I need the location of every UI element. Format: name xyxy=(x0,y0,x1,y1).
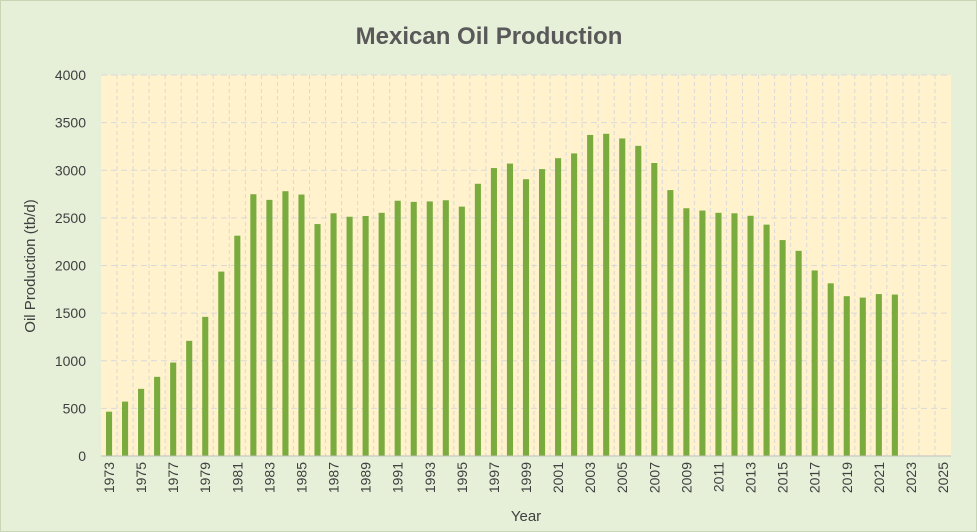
bar xyxy=(699,210,706,456)
x-tick-label: 1995 xyxy=(454,462,470,493)
x-tick-label: 2013 xyxy=(743,462,759,493)
bar xyxy=(763,224,770,456)
x-axis-tick-labels: 1973 1975 1977 1979 1981 1983 1985 1987 1989 1991… xyxy=(101,462,951,493)
x-tick-label: 2005 xyxy=(614,462,630,493)
x-tick-label: 1973 xyxy=(101,462,117,493)
bar xyxy=(651,163,658,457)
bar xyxy=(603,133,610,456)
bar xyxy=(506,163,514,456)
bar xyxy=(346,216,353,456)
x-tick-label: 1993 xyxy=(422,462,438,493)
x-tick-label: 2001 xyxy=(550,462,566,493)
x-tick-label: 1979 xyxy=(197,462,213,493)
bar xyxy=(186,340,193,456)
bar xyxy=(555,158,562,456)
y-tick-label: 4000 xyxy=(55,67,86,83)
y-tick-label: 1500 xyxy=(55,305,86,321)
bar xyxy=(731,213,738,456)
x-tick-label: 2021 xyxy=(871,462,887,493)
bar xyxy=(250,194,257,457)
bar xyxy=(394,200,401,456)
bar xyxy=(282,191,289,456)
x-tick-label: 1987 xyxy=(326,462,342,493)
bar-series xyxy=(105,133,898,457)
bar xyxy=(298,194,305,456)
x-tick-label: 1981 xyxy=(229,462,245,493)
y-tick-label: 500 xyxy=(63,400,87,416)
x-tick-label: 2015 xyxy=(775,462,791,493)
bar xyxy=(587,134,594,457)
y-tick-label: 0 xyxy=(78,448,86,464)
bar xyxy=(266,199,273,457)
y-tick-label: 2500 xyxy=(55,210,86,226)
bar xyxy=(747,215,754,456)
bar xyxy=(875,294,882,456)
y-tick-label: 1000 xyxy=(55,353,86,369)
bar xyxy=(202,316,209,456)
bar xyxy=(522,179,530,457)
bar xyxy=(426,201,433,456)
x-axis-label: Year xyxy=(511,508,541,525)
bar xyxy=(811,270,818,456)
bar xyxy=(795,250,802,456)
bar xyxy=(362,215,369,456)
bar xyxy=(715,212,722,456)
bar xyxy=(105,411,113,456)
x-tick-label: 2009 xyxy=(678,462,694,493)
bar xyxy=(667,190,674,456)
bar xyxy=(218,271,225,456)
bar xyxy=(122,401,129,456)
x-tick-label: 2023 xyxy=(903,462,919,493)
bar xyxy=(474,183,481,456)
bar xyxy=(170,362,177,456)
bar xyxy=(779,240,786,456)
bar xyxy=(619,138,626,456)
bar xyxy=(827,283,834,456)
bar xyxy=(154,376,161,456)
y-tick-label: 3500 xyxy=(55,115,86,131)
bar xyxy=(635,145,642,456)
x-tick-label: 1983 xyxy=(261,462,277,493)
bar xyxy=(859,297,866,456)
bar xyxy=(458,206,465,456)
x-tick-label: 2011 xyxy=(710,462,726,492)
bar xyxy=(683,208,690,456)
x-tick-label: 1975 xyxy=(133,462,149,493)
bar xyxy=(330,213,337,456)
x-tick-label: 2007 xyxy=(646,462,662,493)
bar xyxy=(410,201,417,456)
bar xyxy=(138,388,145,456)
x-tick-label: 1997 xyxy=(486,462,502,493)
bar xyxy=(490,168,497,456)
y-tick-label: 2000 xyxy=(55,258,86,274)
bar xyxy=(442,200,449,456)
x-tick-label: 2019 xyxy=(839,462,855,493)
x-tick-label: 1991 xyxy=(390,462,406,493)
x-tick-label: 2003 xyxy=(582,462,598,493)
y-axis-label: Oil Production (tb/d) xyxy=(22,199,39,332)
chart-title: Mexican Oil Production xyxy=(356,23,623,50)
bar xyxy=(378,212,385,456)
bar xyxy=(538,169,546,456)
x-tick-label: 2017 xyxy=(807,462,823,493)
x-tick-label: 1989 xyxy=(358,462,374,493)
x-tick-label: 1999 xyxy=(518,462,534,493)
bar xyxy=(234,235,241,456)
y-axis-tick-labels: 0 500 1000 1500 2000 2500 3000 3500 4000 xyxy=(55,67,86,464)
x-tick-label: 2025 xyxy=(935,462,951,493)
bar xyxy=(891,294,898,456)
bar xyxy=(571,153,578,456)
bar xyxy=(314,224,321,456)
x-tick-label: 1977 xyxy=(165,462,181,493)
x-tick-label: 1985 xyxy=(293,462,309,493)
y-tick-label: 3000 xyxy=(55,162,86,178)
bar xyxy=(843,296,850,456)
